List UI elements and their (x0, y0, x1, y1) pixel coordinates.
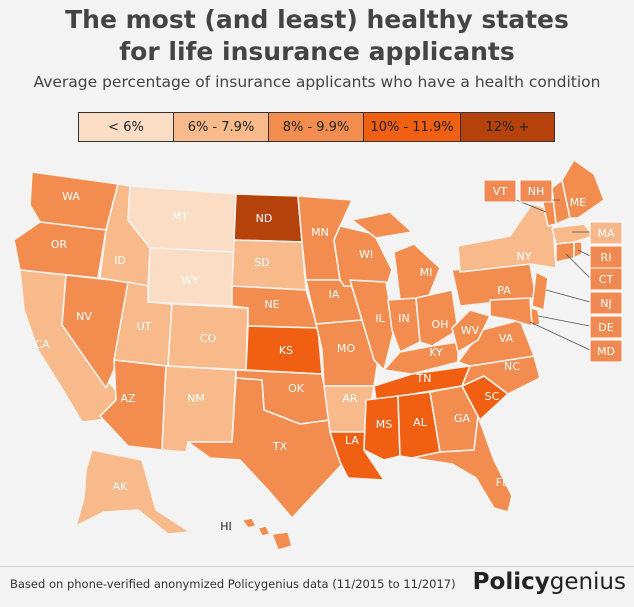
label-wa: WA (62, 190, 80, 203)
label-ok: OK (288, 382, 305, 395)
legend-item-2: 6% - 7.9% (174, 113, 269, 141)
label-ca: CA (34, 338, 50, 351)
state-ak[interactable] (75, 449, 191, 535)
label-wv: WV (461, 324, 480, 337)
label-me: ME (570, 196, 586, 209)
label-vt: VT (493, 185, 508, 198)
state-fl[interactable] (411, 415, 513, 513)
label-pa: PA (497, 284, 511, 297)
label-mo: MO (337, 342, 355, 355)
label-mt: MT (172, 210, 188, 223)
label-de: DE (598, 321, 613, 334)
label-ne: NE (264, 298, 279, 311)
label-oh: OH (432, 318, 449, 331)
us-map: WA OR CA NV ID MT WY UT AZ CO NM ND SD N… (13, 160, 623, 551)
label-ri: RI (601, 251, 612, 264)
label-tn: TN (416, 372, 432, 385)
title-line-2: for life insurance applicants (119, 37, 515, 66)
brand-light: genius (549, 569, 626, 595)
label-ny: NY (517, 250, 532, 263)
label-nm: NM (187, 392, 205, 405)
state-ma[interactable] (551, 223, 595, 245)
label-hi: HI (220, 520, 232, 533)
state-in[interactable] (387, 297, 421, 353)
label-mn: MN (311, 226, 329, 239)
legend-label: 6% - 7.9% (187, 119, 255, 135)
state-mi[interactable] (393, 243, 441, 301)
brand-bold: Policy (472, 569, 550, 595)
state-md[interactable] (489, 297, 533, 327)
legend-label: 10% - 11.9% (370, 119, 454, 135)
state-wv[interactable] (451, 309, 491, 353)
label-ar: AR (342, 392, 358, 405)
legend-label: 12% + (485, 119, 530, 135)
label-ks: KS (279, 344, 293, 357)
label-md: MD (597, 345, 615, 358)
label-id: ID (114, 254, 126, 267)
label-co: CO (200, 332, 217, 345)
legend-item-5: 12% + (461, 113, 554, 141)
legend-label: 8% - 9.9% (282, 119, 350, 135)
label-or: OR (51, 238, 68, 251)
state-ms[interactable] (363, 395, 401, 461)
state-hi[interactable] (241, 517, 293, 551)
label-sc: SC (485, 390, 500, 403)
label-ct: CT (599, 273, 614, 286)
legend-item-3: 8% - 9.9% (269, 113, 364, 141)
label-ut: UT (137, 320, 152, 333)
title-line-1: The most (and least) healthy states (65, 5, 569, 34)
label-la: LA (345, 434, 359, 447)
label-ma: MA (597, 227, 614, 240)
state-nm[interactable] (161, 365, 237, 453)
legend-item-1: < 6% (79, 113, 174, 141)
label-ms: MS (376, 418, 392, 431)
legend-item-4: 10% - 11.9% (364, 113, 461, 141)
brand-logo: Policygenius (473, 569, 626, 595)
label-wy: WY (181, 274, 199, 287)
label-nd: ND (256, 212, 273, 225)
label-nh: NH (528, 185, 545, 198)
label-al: AL (413, 416, 428, 429)
label-nc: NC (504, 360, 520, 373)
state-mi-up[interactable] (351, 211, 413, 239)
subtitle: Average percentage of insurance applican… (33, 73, 601, 91)
label-wi: WI (359, 248, 373, 261)
label-ga: GA (454, 412, 471, 425)
label-ia: IA (329, 288, 340, 301)
state-ny[interactable] (457, 203, 557, 273)
state-oh[interactable] (415, 289, 459, 347)
label-ky: KY (429, 346, 443, 359)
state-tx[interactable] (187, 377, 347, 519)
label-nj: NJ (600, 297, 611, 310)
state-nj[interactable] (531, 271, 549, 311)
label-tx: TX (272, 440, 288, 453)
label-az: AZ (120, 392, 136, 405)
label-mi: MI (420, 266, 433, 279)
label-fl: FL (496, 476, 509, 489)
label-sd: SD (254, 256, 269, 269)
label-nv: NV (76, 310, 92, 323)
footer-divider (0, 566, 634, 567)
label-in: IN (398, 312, 409, 325)
legend: < 6% 6% - 7.9% 8% - 9.9% 10% - 11.9% 12%… (78, 112, 555, 142)
label-ak: AK (113, 480, 129, 493)
legend-label: < 6% (108, 119, 144, 135)
state-me[interactable] (561, 160, 605, 219)
source-note: Based on phone-verified anonymized Polic… (10, 577, 456, 591)
label-il: IL (375, 312, 385, 325)
label-va: VA (499, 332, 514, 345)
